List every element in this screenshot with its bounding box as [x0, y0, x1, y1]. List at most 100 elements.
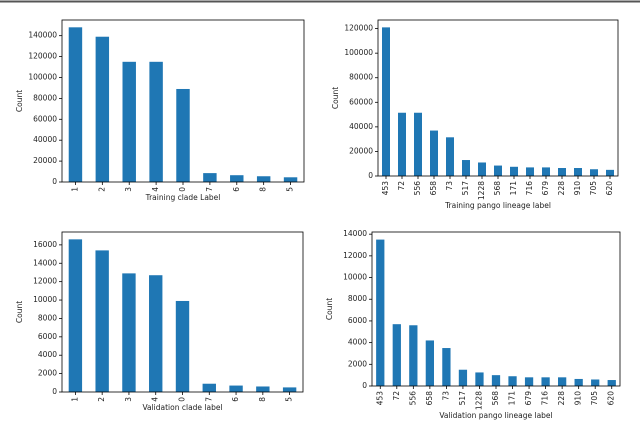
bar	[491, 375, 501, 386]
x-tick-label: 73	[445, 181, 454, 191]
bar	[414, 112, 422, 176]
bar	[558, 168, 566, 176]
x-tick-label: 73	[441, 391, 450, 401]
y-tick-label: 100000	[28, 72, 57, 81]
x-tick-label: 3	[124, 397, 133, 402]
bar	[256, 386, 270, 392]
x-tick-label: 910	[573, 181, 582, 196]
bar	[398, 112, 406, 176]
y-axis-label: Count	[325, 298, 334, 320]
bar	[462, 160, 470, 176]
y-axis-label: Count	[15, 301, 24, 323]
y-axis-label: Count	[15, 90, 24, 112]
bar	[478, 162, 486, 176]
y-tick-label: 6000	[38, 332, 57, 341]
y-tick-label: 140000	[28, 31, 57, 40]
y-tick-label: 20000	[349, 146, 373, 155]
x-tick-label: 171	[509, 181, 518, 196]
bar	[590, 169, 598, 176]
bar	[202, 383, 216, 392]
bar	[68, 27, 83, 182]
y-tick-label: 12000	[33, 277, 57, 286]
y-tick-label: 10000	[343, 273, 367, 282]
bar	[574, 168, 582, 176]
bar	[574, 378, 583, 386]
bar	[442, 348, 451, 386]
y-tick-label: 4000	[348, 338, 367, 347]
x-tick-label: 910	[574, 391, 583, 406]
x-axis-label: Validation pango lineage label	[439, 411, 552, 420]
x-tick-label: 6	[231, 397, 240, 402]
x-tick-label: 8	[259, 187, 268, 192]
axes-frame	[61, 231, 304, 393]
y-tick-label: 8000	[348, 294, 367, 303]
y-tick-label: 20000	[33, 156, 57, 165]
bar	[230, 175, 244, 182]
x-tick-label: 453	[375, 391, 384, 406]
x-tick-label: 568	[491, 391, 500, 406]
x-tick-label: 620	[607, 391, 616, 406]
y-tick-label: 80000	[33, 93, 57, 102]
x-tick-label: 453	[381, 181, 390, 196]
axes-frame	[61, 19, 305, 183]
y-tick-label: 40000	[349, 122, 373, 131]
axes-frame	[377, 19, 619, 177]
y-tick-label: 0	[52, 387, 57, 396]
x-tick-label: 4	[151, 397, 160, 402]
x-tick-label: 679	[541, 181, 550, 196]
x-tick-label: 5	[285, 397, 294, 402]
x-tick-label: 705	[589, 181, 598, 196]
bar	[542, 167, 550, 176]
x-tick-label: 679	[524, 391, 533, 406]
x-tick-label: 5	[286, 187, 295, 192]
y-tick-label: 40000	[33, 135, 57, 144]
bar	[176, 88, 190, 182]
bar	[203, 173, 217, 182]
x-tick-label: 72	[392, 391, 401, 401]
x-tick-label: 1	[70, 187, 79, 192]
x-tick-label: 228	[557, 391, 566, 406]
x-tick-label: 228	[557, 181, 566, 196]
bar	[376, 239, 385, 386]
x-tick-label: 568	[493, 181, 502, 196]
bar	[475, 372, 484, 386]
x-tick-label: 716	[541, 391, 550, 406]
x-tick-label: 658	[429, 181, 438, 196]
bar	[149, 275, 163, 392]
bar	[430, 130, 438, 176]
x-tick-label: 2	[97, 187, 106, 192]
y-tick-label: 6000	[348, 316, 367, 325]
bar	[68, 239, 83, 392]
bar	[524, 377, 534, 386]
y-tick-label: 16000	[33, 240, 57, 249]
bar	[526, 167, 534, 176]
y-tick-label: 2000	[348, 359, 367, 368]
x-tick-label: 7	[205, 187, 214, 192]
bar	[175, 300, 190, 392]
x-tick-label: 556	[408, 391, 417, 406]
y-tick-label: 60000	[349, 97, 373, 106]
y-tick-label: 0	[52, 177, 57, 186]
y-tick-label: 100000	[344, 48, 373, 57]
x-tick-label: 1228	[474, 391, 483, 410]
bar	[229, 385, 243, 392]
axes-frame	[371, 231, 621, 387]
y-tick-label: 2000	[38, 369, 57, 378]
x-tick-label: 7	[204, 397, 213, 402]
x-tick-label: 517	[458, 391, 467, 406]
bar	[558, 377, 567, 386]
x-tick-label: 517	[461, 181, 470, 196]
x-axis-label: Training clade Label	[145, 193, 221, 202]
bar	[409, 325, 418, 386]
bar	[458, 369, 468, 386]
bar	[494, 165, 502, 176]
y-tick-label: 12000	[343, 251, 367, 260]
bar	[425, 340, 434, 386]
x-tick-label: 6	[232, 187, 241, 192]
bar	[382, 27, 390, 176]
x-tick-label: 716	[525, 181, 534, 196]
x-axis-label: Validation clade label	[142, 403, 222, 412]
x-tick-label: 1228	[477, 181, 486, 200]
y-tick-label: 60000	[33, 114, 57, 123]
